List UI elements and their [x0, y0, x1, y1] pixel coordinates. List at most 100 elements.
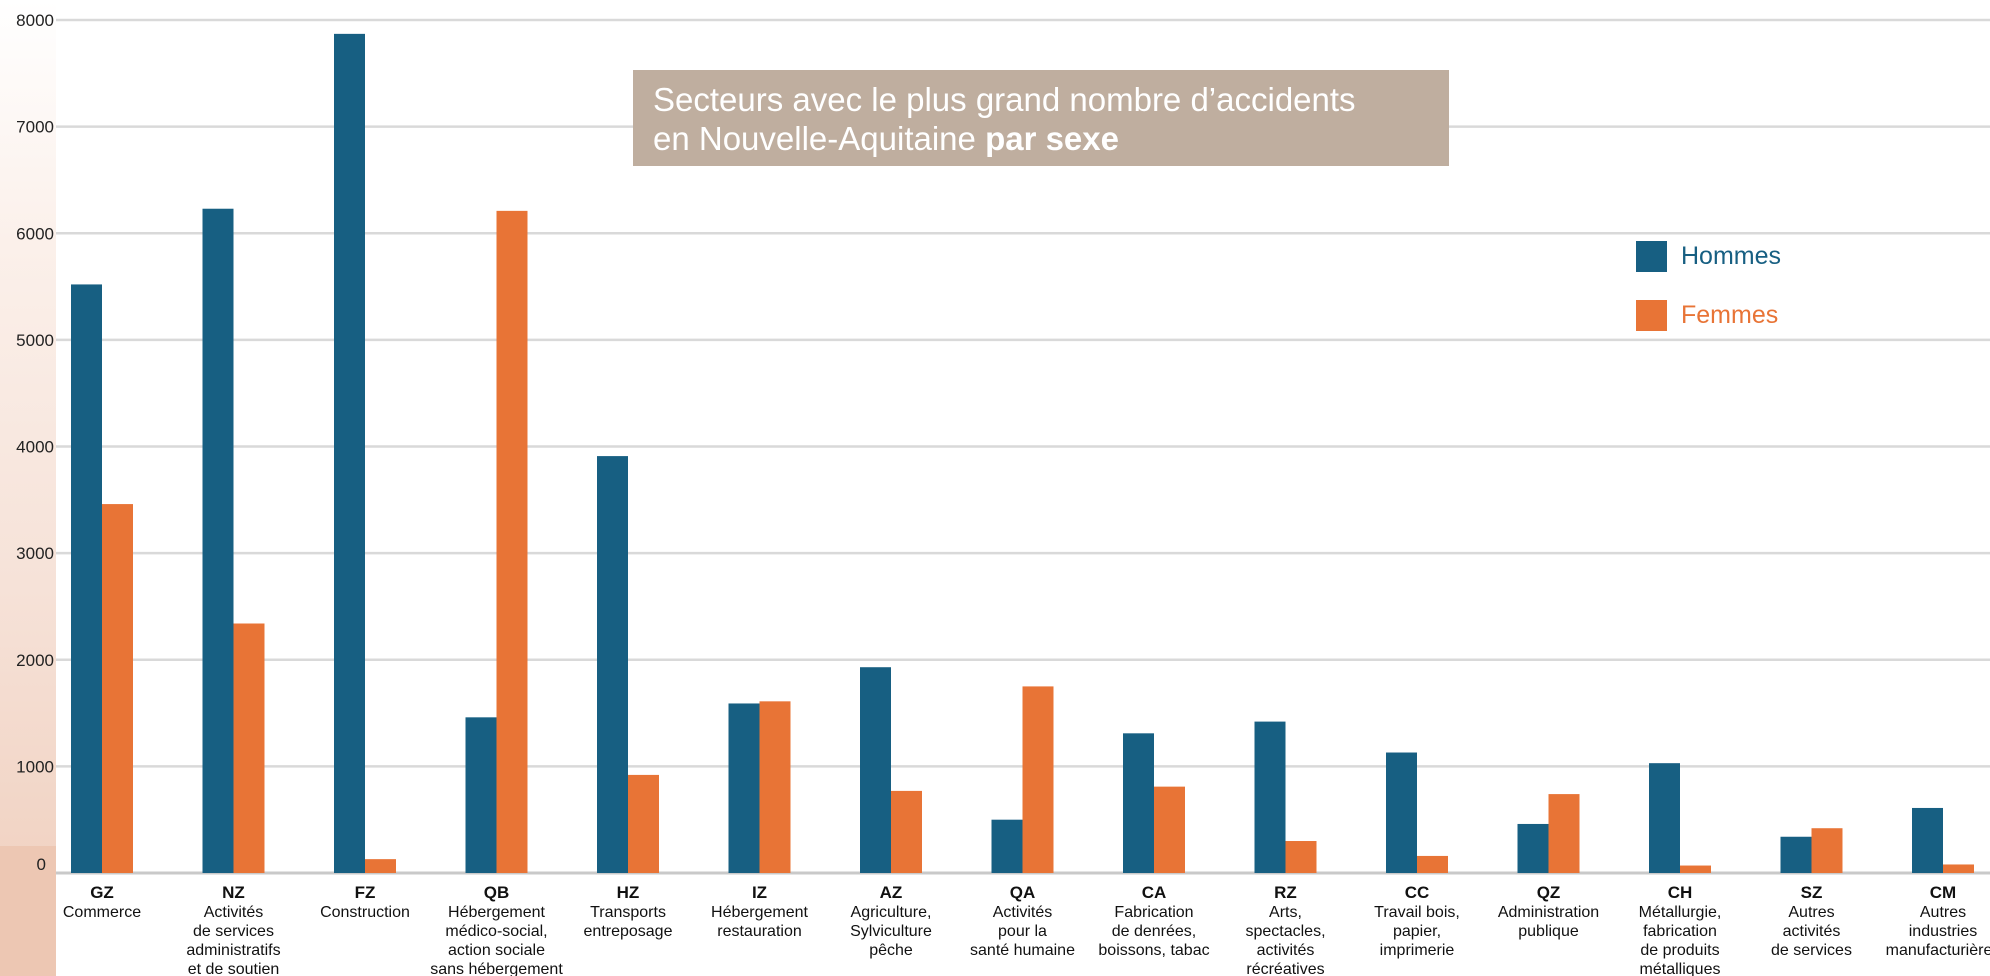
x-tick-label-cm-2: manufacturières — [1886, 942, 1990, 959]
bar-hommes-hz — [597, 456, 628, 873]
x-tick-label-qb-3: sans hébergement — [430, 961, 563, 976]
x-tick-code-ca: CA — [1142, 883, 1167, 902]
bar-femmes-cm — [1943, 864, 1974, 873]
bar-hommes-qb — [465, 717, 497, 873]
x-tick-label-ca-0: Fabrication — [1114, 904, 1193, 921]
x-tick-label-qa-1: pour la — [998, 923, 1047, 940]
x-tick-label-ca-1: de denrées, — [1112, 923, 1197, 940]
x-tick-label-sz-2: de services — [1771, 942, 1852, 959]
x-tick-label-rz-0: Arts, — [1269, 904, 1302, 921]
chart-title: Secteurs avec le plus grand nombre d’acc… — [633, 70, 1449, 166]
y-tick-label-7000: 7000 — [16, 118, 54, 137]
bar-hommes-ch — [1649, 763, 1680, 873]
x-tick-label-qz-0: Administration — [1498, 904, 1599, 921]
y-axis-ticks: 0 1000 2000 3000 4000 5000 6000 7000 8000 — [16, 11, 54, 874]
chart-title-bold: par sexe — [985, 120, 1119, 157]
left-edge-block — [0, 846, 56, 976]
bar-femmes-sz — [1811, 828, 1843, 873]
bar-femmes-qa — [1022, 686, 1054, 873]
x-tick-label-az-2: pêche — [869, 942, 913, 959]
x-tick-label-qb-1: médico-social, — [445, 923, 547, 940]
x-tick-label-cc-0: Travail bois, — [1374, 904, 1460, 921]
bar-hommes-gz — [71, 284, 102, 873]
bar-femmes-qb — [496, 210, 528, 873]
x-tick-code-gz: GZ — [90, 883, 114, 902]
x-tick-label-cm-0: Autres — [1920, 904, 1966, 921]
x-tick-code-qz: QZ — [1537, 883, 1561, 902]
legend-label-femmes: Femmes — [1681, 301, 1779, 329]
x-tick-label-ch-0: Métallurgie, — [1639, 904, 1722, 921]
bar-hommes-rz — [1254, 721, 1286, 873]
x-tick-label-rz-2: activités — [1257, 942, 1315, 959]
x-tick-label-cc-1: papier, — [1393, 923, 1441, 940]
bar-hommes-iz — [728, 703, 760, 873]
bar-femmes-cc — [1417, 855, 1448, 873]
chart-title-line2: en Nouvelle-Aquitaine par sexe — [653, 119, 1429, 158]
x-tick-label-nz-3: et de soutien — [188, 961, 280, 976]
x-tick-code-iz: IZ — [752, 883, 767, 902]
bar-hommes-cc — [1386, 752, 1417, 873]
legend-label-hommes: Hommes — [1681, 242, 1782, 270]
legend-item-femmes: Femmes — [1636, 300, 1778, 331]
bar-hommes-qa — [991, 819, 1023, 873]
x-tick-label-nz-2: administratifs — [186, 942, 280, 959]
bar-hommes-az — [860, 667, 891, 873]
x-tick-code-cm: CM — [1930, 883, 1956, 902]
bar-hommes-ca — [1123, 733, 1154, 873]
x-tick-label-qb-0: Hébergement — [448, 904, 546, 921]
bar-femmes-fz — [365, 859, 396, 873]
x-tick-label-ca-2: boissons, tabac — [1098, 942, 1209, 959]
x-tick-label-gz-0: Commerce — [63, 904, 141, 921]
x-tick-label-az-1: Sylviculture — [850, 923, 932, 940]
bars — [71, 33, 1974, 873]
y-tick-label-5000: 5000 — [16, 331, 54, 350]
chart-title-line2-text: en Nouvelle-Aquitaine — [653, 120, 976, 157]
bar-hommes-qz — [1517, 823, 1549, 873]
x-tick-label-ch-1: fabrication — [1643, 923, 1717, 940]
legend-swatch-femmes — [1636, 300, 1667, 331]
x-axis-labels: GZ Commerce NZ Activités de services administ… — [63, 883, 1990, 976]
x-tick-label-rz-1: spectacles, — [1245, 923, 1325, 940]
y-tick-label-4000: 4000 — [16, 438, 54, 457]
x-tick-label-fz-0: Construction — [320, 904, 410, 921]
bar-femmes-rz — [1285, 841, 1317, 873]
x-tick-code-rz: RZ — [1274, 883, 1297, 902]
y-tick-label-3000: 3000 — [16, 544, 54, 563]
bar-femmes-hz — [628, 774, 659, 873]
bar-hommes-sz — [1780, 836, 1812, 873]
x-tick-label-rz-3: récréatives — [1246, 961, 1324, 976]
bar-femmes-ch — [1680, 865, 1711, 873]
x-tick-label-qz-1: publique — [1518, 923, 1579, 940]
x-tick-label-qb-2: action sociale — [448, 942, 545, 959]
x-tick-code-qa: QA — [1010, 883, 1036, 902]
legend-item-hommes: Hommes — [1636, 241, 1781, 272]
y-tick-label-6000: 6000 — [16, 224, 54, 243]
bar-femmes-ca — [1154, 786, 1185, 873]
bar-hommes-cm — [1912, 807, 1943, 873]
bar-femmes-qz — [1548, 794, 1580, 873]
x-tick-code-sz: SZ — [1801, 883, 1823, 902]
x-tick-code-cc: CC — [1405, 883, 1430, 902]
x-tick-label-ch-3: métalliques — [1640, 961, 1721, 976]
chart-title-line1: Secteurs avec le plus grand nombre d’acc… — [653, 81, 1356, 118]
bar-hommes-nz — [202, 208, 234, 873]
x-tick-label-sz-0: Autres — [1788, 904, 1834, 921]
x-tick-label-qa-0: Activités — [993, 904, 1053, 921]
bar-femmes-iz — [759, 701, 791, 873]
x-tick-label-sz-1: activités — [1783, 923, 1841, 940]
x-tick-code-fz: FZ — [355, 883, 376, 902]
bar-femmes-nz — [233, 623, 265, 873]
x-tick-code-hz: HZ — [617, 883, 640, 902]
x-tick-code-ch: CH — [1668, 883, 1693, 902]
x-tick-label-cm-1: industries — [1909, 923, 1977, 940]
x-tick-label-qa-2: santé humaine — [970, 942, 1075, 959]
x-tick-label-az-0: Agriculture, — [851, 904, 932, 921]
x-tick-label-ch-2: de produits — [1640, 942, 1719, 959]
y-tick-label-2000: 2000 — [16, 651, 54, 670]
x-tick-label-nz-0: Activités — [204, 904, 264, 921]
x-tick-label-hz-1: entreposage — [584, 923, 673, 940]
x-tick-code-az: AZ — [880, 883, 903, 902]
left-edge-shading — [0, 0, 56, 976]
